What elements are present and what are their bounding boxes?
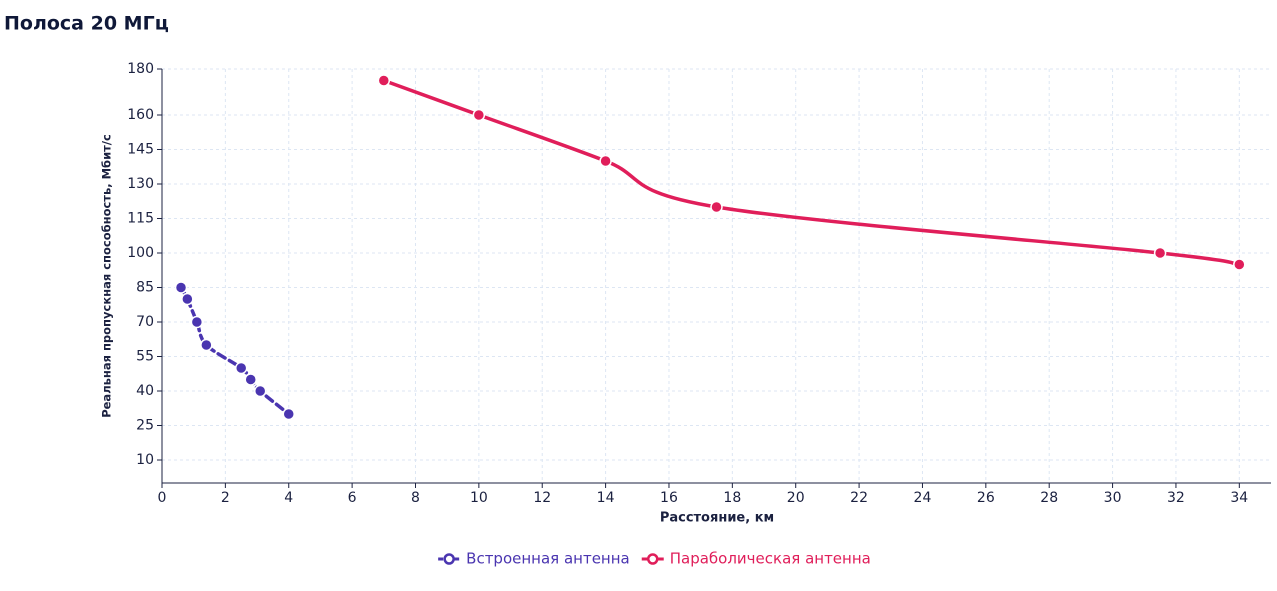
- x-tick-label: 14: [597, 490, 615, 506]
- y-tick-label: 25: [136, 418, 154, 434]
- x-axis-label: Расстояние, км: [660, 511, 774, 526]
- legend-item: Встроенная антенна: [438, 550, 630, 568]
- x-tick-label: 4: [284, 490, 293, 506]
- data-point: [174, 281, 188, 294]
- y-tick-label: 10: [136, 452, 154, 468]
- legend-label: Параболическая антенна: [670, 550, 871, 568]
- y-tick-label: 180: [127, 61, 154, 77]
- x-tick-label: 30: [1104, 490, 1122, 506]
- x-tick-label: 0: [158, 490, 167, 506]
- data-point: [282, 407, 295, 421]
- y-tick-label: 85: [136, 280, 154, 296]
- x-tick-label: 16: [660, 490, 678, 506]
- y-tick-label: 145: [127, 142, 154, 158]
- data-point: [253, 384, 267, 398]
- data-point: [599, 154, 612, 168]
- y-tick-label: 40: [136, 383, 154, 399]
- y-tick-label: 160: [127, 107, 154, 123]
- data-point: [244, 373, 257, 386]
- y-tick-label: 115: [127, 211, 154, 227]
- x-tick-label: 34: [1230, 490, 1248, 506]
- y-tick-label: 55: [136, 349, 154, 365]
- x-tick-label: 24: [914, 490, 932, 506]
- series-line: [179, 285, 291, 416]
- x-tick-label: 18: [723, 490, 741, 506]
- x-tick-label: 8: [411, 490, 420, 506]
- data-point: [472, 108, 486, 122]
- data-point: [1233, 258, 1246, 271]
- series-line: [382, 78, 1242, 267]
- x-tick-label: 2: [221, 490, 230, 506]
- legend-label: Встроенная антенна: [466, 550, 630, 568]
- y-tick-label: 130: [127, 176, 154, 192]
- x-tick-label: 12: [533, 490, 551, 506]
- x-tick-label: 10: [470, 490, 488, 506]
- chart-title: Полоса 20 МГц: [4, 13, 169, 35]
- y-tick-label: 70: [136, 314, 154, 330]
- x-tick-label: 22: [850, 490, 868, 506]
- legend-marker: [443, 553, 455, 565]
- data-point: [181, 292, 194, 306]
- data-point: [377, 74, 391, 87]
- x-tick-label: 32: [1167, 490, 1185, 506]
- x-tick-label: 26: [977, 490, 995, 506]
- x-tick-label: 6: [348, 490, 357, 506]
- x-tick-label: 28: [1040, 490, 1058, 506]
- y-axis-label: Реальная пропускная способность, Мбит/с: [100, 134, 114, 418]
- legend-item: Параболическая антенна: [641, 550, 871, 568]
- legend-marker: [646, 553, 659, 565]
- y-tick-label: 100: [127, 245, 154, 261]
- legend: Встроенная антенна Параболическая антенна: [438, 550, 871, 568]
- x-tick-label: 20: [787, 490, 805, 506]
- data-point: [200, 338, 213, 352]
- data-point: [1153, 246, 1167, 260]
- data-point: [190, 315, 204, 329]
- data-point: [710, 200, 723, 214]
- data-point: [234, 361, 248, 375]
